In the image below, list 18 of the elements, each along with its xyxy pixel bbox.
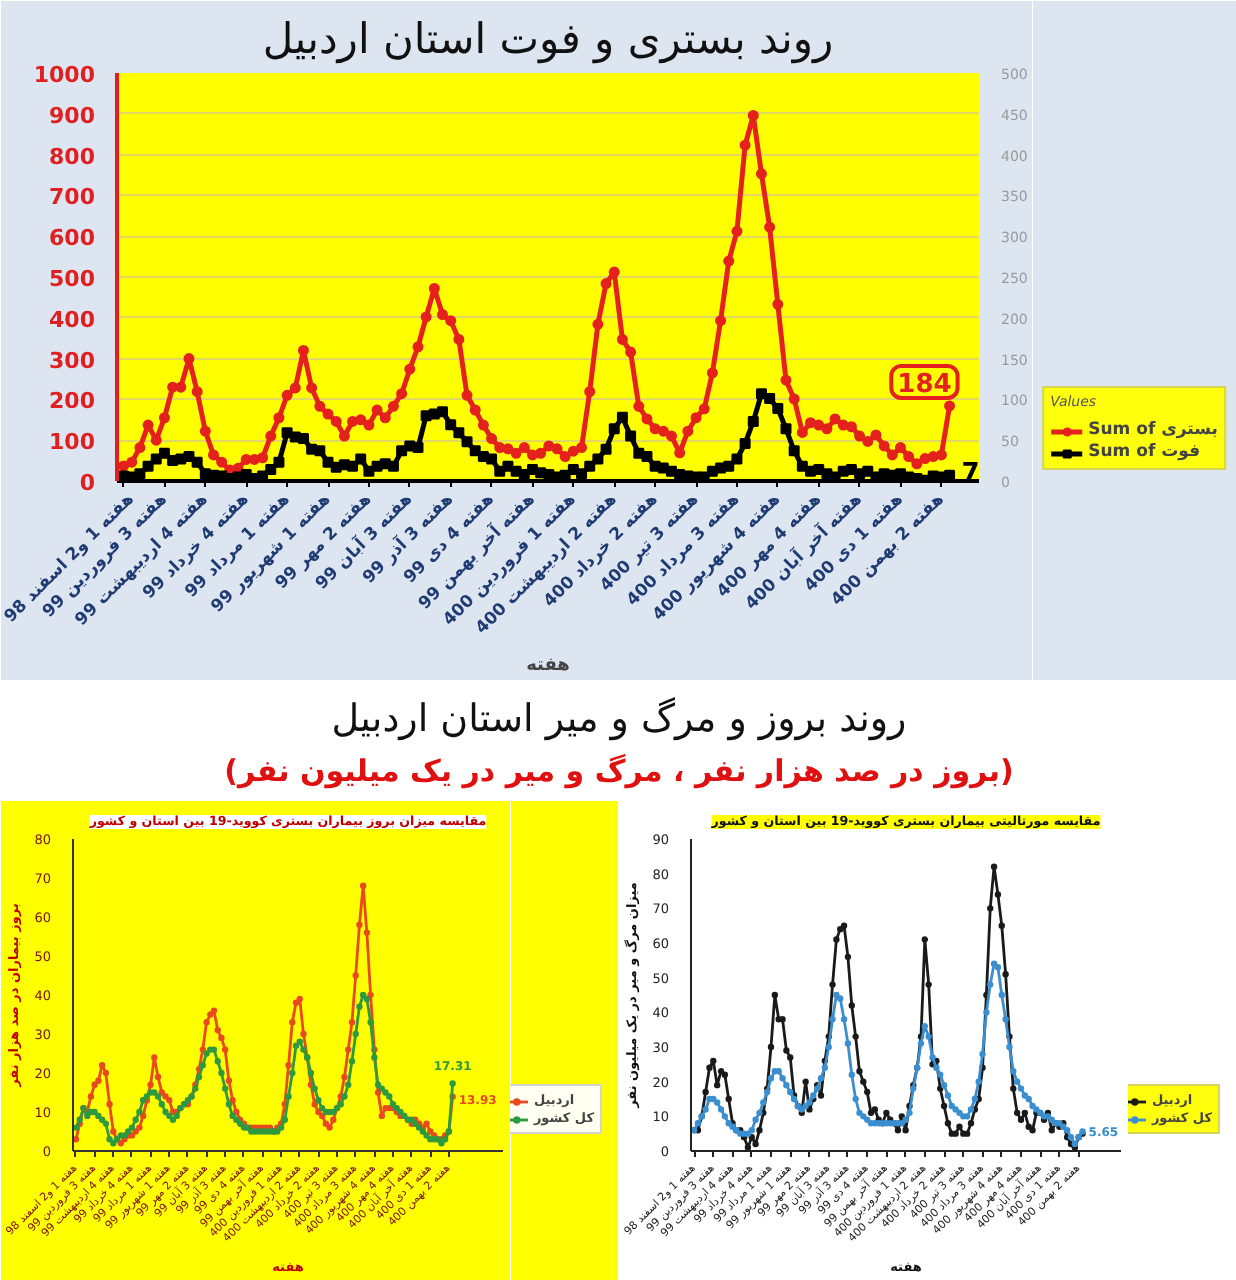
y-tick-label: 900 <box>49 102 96 129</box>
y-tick-label: 200 <box>49 388 96 415</box>
legend-label: Sum of بستری <box>1088 420 1218 440</box>
y-tick-label: 0 <box>79 470 96 496</box>
y-tick-label: 1000 <box>33 62 96 88</box>
y-tick-label: 600 <box>49 225 96 252</box>
data-label: 184 <box>897 369 952 400</box>
y-tick-label: 800 <box>49 143 96 170</box>
y-tick-label: 500 <box>49 266 96 292</box>
text: روند بروز و مرگ و میر استان اردبیل <box>331 695 907 742</box>
text: (بروز در صد هزار نفر ، مرگ و میر در یک میلیون نفر) <box>224 753 1014 789</box>
x-axis-title: هفته <box>526 655 570 676</box>
y-tick-label: 300 <box>49 347 96 374</box>
y-tick-label: 700 <box>49 184 96 211</box>
y-tick-label: 400 <box>49 306 96 333</box>
y-tick-label: 100 <box>49 429 96 456</box>
legend-label: Sum of فوت <box>1088 442 1201 462</box>
chart-title: روند بستری و فوت استان اردبیل <box>262 15 834 65</box>
